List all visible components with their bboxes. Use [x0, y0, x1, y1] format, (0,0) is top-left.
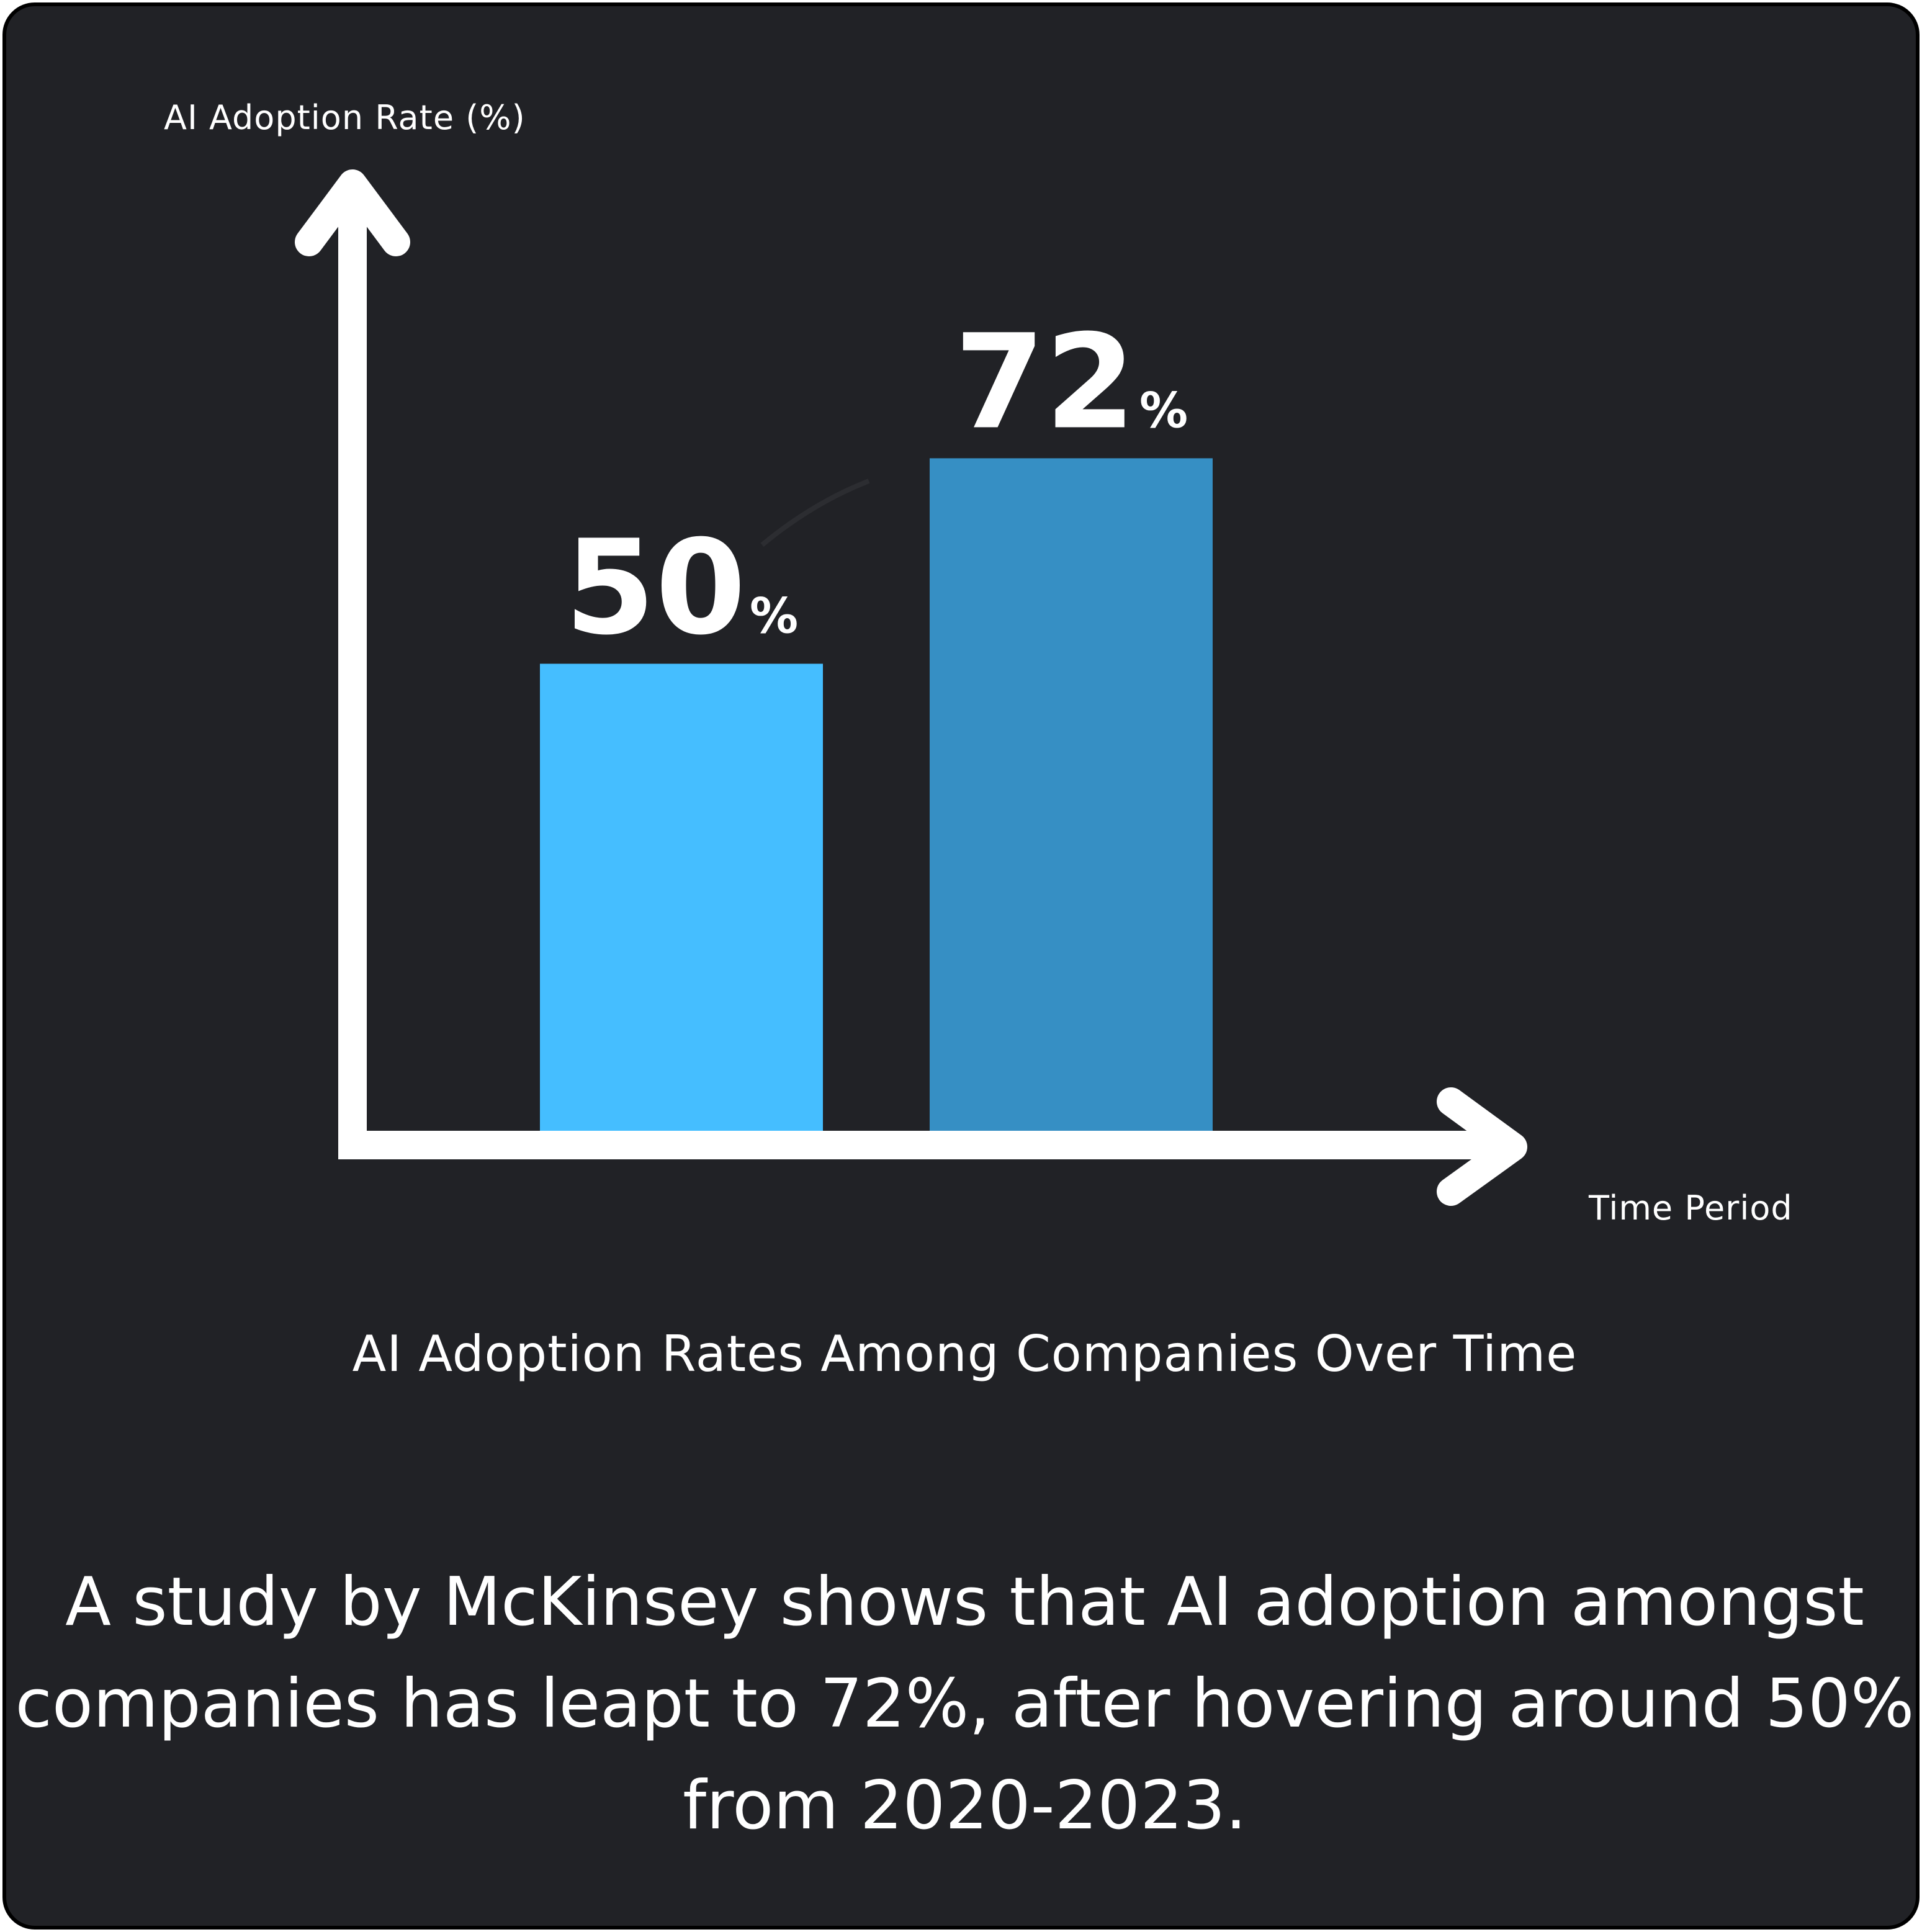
- bars-group: [540, 458, 1213, 1131]
- caption-text: A study by McKinsey shows that AI adopti…: [15, 1563, 1915, 1844]
- y-axis-arrowhead: [295, 169, 410, 256]
- bar-value-label-1: 50%: [565, 512, 798, 664]
- bar-2: [930, 458, 1213, 1131]
- x-axis-label: Time Period: [1589, 1188, 1793, 1228]
- bar-labels-group: 50%72%: [565, 306, 1188, 663]
- bar-value-number-2: 72: [954, 306, 1136, 458]
- bar-value-number-1: 50: [565, 512, 746, 664]
- bar-value-label-2: 72%: [954, 306, 1188, 458]
- x-axis-arrowhead: [1437, 1087, 1527, 1206]
- bar-1: [540, 663, 823, 1131]
- chart-title: AI Adoption Rates Among Companies Over T…: [352, 1325, 1578, 1383]
- bar-chart: 50%72%: [295, 169, 1527, 1206]
- y-axis-label: AI Adoption Rate (%): [164, 98, 526, 137]
- bar-value-unit-2: %: [1139, 383, 1188, 439]
- trend-connector: [760, 479, 870, 547]
- bar-value-unit-1: %: [750, 589, 798, 645]
